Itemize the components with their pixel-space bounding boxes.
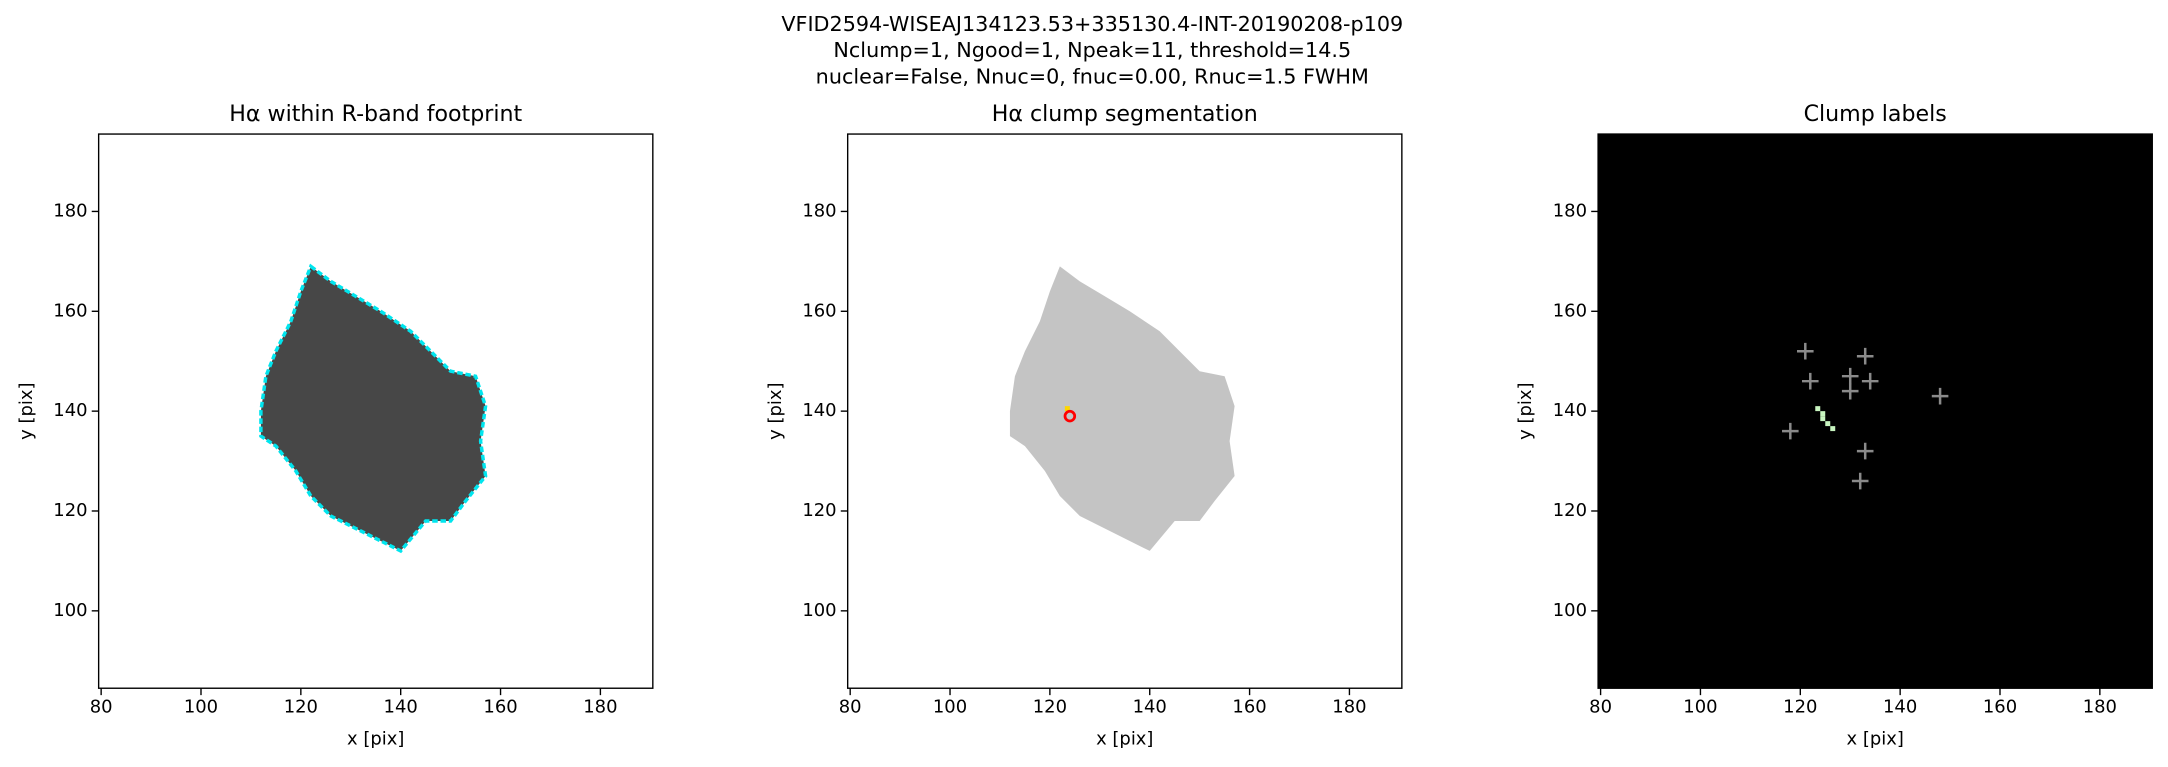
axes-title: Clump labels <box>1804 101 1947 127</box>
y-tick-label: 100 <box>53 600 87 621</box>
y-tick-label: 100 <box>1553 600 1587 621</box>
x-tick-label: 80 <box>90 697 113 718</box>
x-tick-label: 100 <box>184 697 218 718</box>
x-tick-label: 140 <box>1133 697 1167 718</box>
y-axis-label: y [pix] <box>16 382 37 439</box>
image-layer <box>259 263 488 554</box>
x-axis-label: x [pix] <box>347 728 404 749</box>
x-tick-label: 140 <box>1883 697 1917 718</box>
y-tick-label: 100 <box>802 600 836 621</box>
peak-marker <box>1841 367 1859 385</box>
peak-marker <box>1782 422 1799 440</box>
x-tick-label: 180 <box>2083 697 2117 718</box>
y-tick-label: 180 <box>1553 200 1587 221</box>
x-tick-label: 100 <box>1683 697 1717 718</box>
peak-marker <box>1796 342 1814 360</box>
suptitle: VFID2594-WISEAJ134123.53+335130.4-INT-20… <box>781 12 1403 36</box>
clump-pixel <box>1825 421 1831 427</box>
peak-marker <box>1801 372 1819 390</box>
image-layer <box>1009 266 1235 551</box>
peak-marker <box>1841 382 1859 400</box>
peak-marker <box>1856 347 1874 365</box>
axes-title: Hα clump segmentation <box>992 101 1258 127</box>
x-tick-label: 120 <box>1783 697 1817 718</box>
clump-pixel <box>1820 416 1826 422</box>
axes-background <box>1598 134 2153 689</box>
clump-pixel <box>1064 406 1070 412</box>
x-tick-label: 80 <box>1589 697 1612 718</box>
x-tick-label: 160 <box>1983 697 2017 718</box>
y-tick-label: 120 <box>802 500 836 521</box>
y-tick-label: 160 <box>1553 300 1587 321</box>
y-axis-label: y [pix] <box>1515 382 1536 439</box>
peak-marker <box>1063 409 1077 423</box>
x-axis-label: x [pix] <box>1096 728 1153 749</box>
clump-pixel <box>1820 411 1826 417</box>
image <box>1009 266 1235 551</box>
x-tick-label: 120 <box>1033 697 1067 718</box>
x-axis-label: x [pix] <box>1847 728 1904 749</box>
x-tick-label: 120 <box>284 697 318 718</box>
x-tick-label: 160 <box>1232 697 1266 718</box>
peak-marker <box>1856 442 1874 460</box>
x-tick-label: 180 <box>583 697 617 718</box>
y-tick-label: 160 <box>53 300 87 321</box>
y-tick-label: 120 <box>1553 500 1587 521</box>
x-tick-label: 80 <box>839 697 862 718</box>
y-tick-label: 120 <box>53 500 87 521</box>
suptitle: nuclear=False, Nnuc=0, fnuc=0.00, Rnuc=1… <box>816 64 1369 88</box>
x-tick-label: 100 <box>933 697 967 718</box>
y-tick-label: 180 <box>802 200 836 221</box>
x-tick-label: 160 <box>483 697 517 718</box>
x-tick-label: 180 <box>1332 697 1366 718</box>
y-tick-label: 140 <box>53 400 87 421</box>
clump-pixel <box>1830 426 1836 432</box>
clump-pixel <box>1815 406 1821 412</box>
x-tick-label: 140 <box>384 697 418 718</box>
axes-title: Hα within R-band footprint <box>229 101 522 127</box>
peak-marker <box>1861 372 1879 390</box>
y-tick-label: 140 <box>802 400 836 421</box>
y-tick-label: 180 <box>53 200 87 221</box>
peak-marker <box>1931 387 1949 405</box>
y-tick-label: 160 <box>802 300 836 321</box>
y-tick-label: 140 <box>1553 400 1587 421</box>
image <box>259 263 488 554</box>
image-layer <box>1782 342 1949 490</box>
suptitle: Nclump=1, Ngood=1, Npeak=11, threshold=1… <box>833 38 1351 62</box>
peak-marker <box>1851 472 1869 490</box>
y-axis-label: y [pix] <box>765 382 786 439</box>
